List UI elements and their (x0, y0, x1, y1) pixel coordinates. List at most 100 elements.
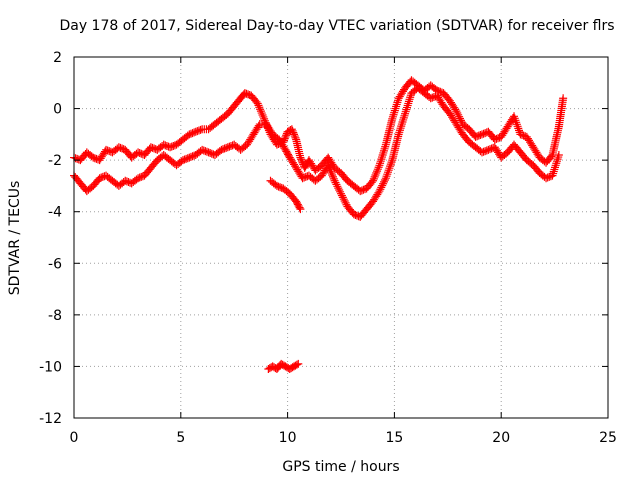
data-point (289, 128, 298, 137)
axis-ticks: 0 5 10 15 20 25 -12 -10 -8 -6 -4 -2 0 2 (39, 50, 617, 446)
data-point (391, 104, 400, 113)
x-axis-label: GPS time / hours (282, 459, 399, 475)
data-point (378, 181, 387, 190)
data-point (371, 170, 380, 179)
data-point (379, 148, 388, 157)
data-point (376, 157, 385, 166)
plot-frame (73, 56, 609, 419)
data-point (451, 105, 460, 114)
data-point (196, 125, 205, 134)
data-point (281, 132, 290, 141)
data-point (394, 96, 403, 105)
data-point (379, 179, 388, 188)
data-point (381, 142, 390, 151)
data-point (512, 120, 521, 129)
data-point (255, 103, 264, 112)
data-point (394, 130, 403, 139)
data-point (554, 150, 563, 159)
data-point (399, 113, 408, 122)
data-point (328, 170, 337, 179)
data-point (392, 100, 401, 109)
data-point (404, 99, 413, 108)
data-point (326, 167, 335, 176)
data-point (296, 205, 305, 214)
data-point (390, 108, 399, 117)
data-point (374, 163, 383, 172)
data-point (404, 97, 413, 106)
data-point (511, 116, 520, 125)
data-point (392, 102, 401, 111)
data-point (324, 163, 333, 172)
data-point (383, 170, 392, 179)
data-point (456, 116, 465, 125)
data-point (290, 130, 299, 139)
data-point (291, 133, 300, 142)
x-tick-label: 25 (599, 430, 617, 446)
data-point (329, 174, 338, 183)
y-tick-label: 2 (53, 50, 62, 66)
x-tick-label: 5 (176, 430, 185, 446)
data-point (330, 176, 339, 185)
data-point (400, 111, 409, 120)
data-point (287, 125, 296, 134)
data-point (405, 95, 414, 104)
data-point (395, 126, 404, 135)
data-point (335, 185, 344, 194)
data-point (259, 112, 268, 121)
data-point (377, 183, 386, 192)
data-point (550, 165, 559, 174)
data-point (384, 166, 393, 175)
data-point (385, 164, 394, 173)
data-point (282, 131, 291, 140)
y-tick-label: -8 (48, 308, 62, 324)
data-point (388, 112, 397, 121)
data-point (383, 168, 392, 177)
data-point (377, 155, 386, 164)
data-point (336, 187, 345, 196)
data-point (549, 169, 558, 178)
data-point (288, 126, 297, 135)
data-point (403, 103, 412, 112)
data-point (375, 187, 384, 196)
data-point (296, 153, 305, 162)
data-point (295, 203, 304, 212)
data-point (396, 124, 405, 133)
data-point (325, 165, 334, 174)
data-point (512, 118, 521, 127)
data-point (338, 193, 347, 202)
data-point (402, 105, 411, 114)
data-point (340, 197, 349, 206)
data-point (513, 122, 522, 131)
data-point (553, 155, 562, 164)
data-point (256, 105, 265, 114)
data-point (372, 169, 381, 178)
y-tick-label: -12 (39, 411, 62, 427)
x-tick-label: 10 (279, 430, 297, 446)
data-point (258, 111, 267, 120)
data-point (369, 174, 378, 183)
data-point (552, 159, 561, 168)
y-tick-label: -4 (48, 205, 62, 221)
data-point (339, 195, 348, 204)
data-point (254, 101, 263, 110)
data-point (328, 172, 337, 181)
data-point (559, 94, 568, 103)
data-point (292, 360, 301, 369)
data-point (341, 198, 350, 207)
data-point (547, 152, 556, 161)
data-point (551, 161, 560, 170)
data-point (399, 115, 408, 124)
data-point (401, 109, 410, 118)
data-point (551, 163, 560, 172)
data-point (375, 161, 384, 170)
data-point (324, 161, 333, 170)
data-point (380, 177, 389, 186)
data-point (454, 110, 463, 119)
data-point (456, 114, 465, 123)
data-point (552, 157, 561, 166)
data-point (390, 106, 399, 115)
data-point (406, 93, 415, 102)
data-point (386, 160, 395, 169)
data-point (378, 150, 387, 159)
data-point (382, 172, 391, 181)
